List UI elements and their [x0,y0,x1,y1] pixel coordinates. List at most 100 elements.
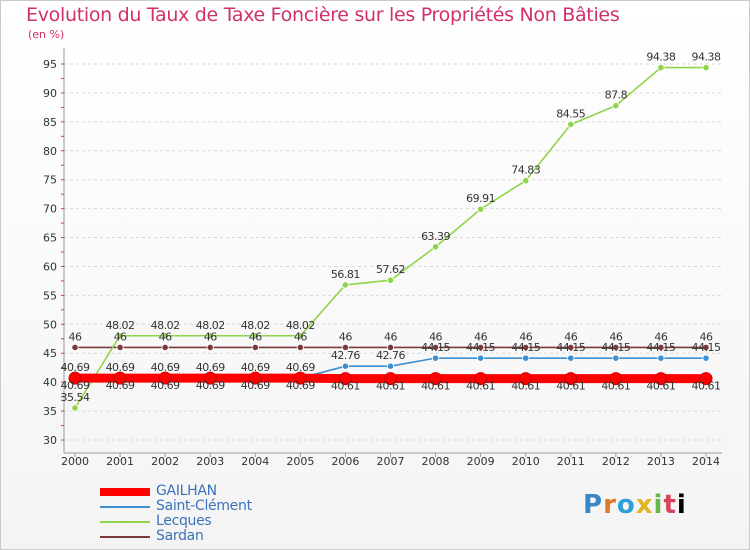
data-point [702,343,710,352]
data-label: 40.61 [692,380,721,393]
data-label: 44.15 [692,341,721,354]
data-label: 40.69 [286,379,315,392]
data-point [386,343,395,352]
y-tick-label: 45 [43,347,57,360]
data-point [477,354,485,362]
data-label: 94.38 [692,51,721,64]
data-label: 94.38 [646,51,675,64]
data-point [609,372,623,386]
data-point [341,281,350,289]
data-label: 42.76 [331,349,360,362]
data-label: 63.39 [421,230,450,243]
data-label: 46 [384,330,397,343]
data-point [522,354,530,362]
data-point [203,371,217,385]
data-label: 40.61 [376,380,405,393]
x-tick-label: 2006 [331,455,359,468]
data-label: 46 [564,330,577,343]
data-label: 46 [654,330,667,343]
data-label: 44.15 [421,341,450,354]
data-label: 40.69 [151,361,180,374]
data-label: 44.15 [556,341,585,354]
data-point [654,372,668,386]
data-point [477,205,485,213]
data-point [341,343,350,352]
x-tick-label: 2014 [692,455,720,468]
x-tick-label: 2002 [151,455,179,468]
data-point [477,343,485,352]
data-point [657,354,665,362]
data-label: 46 [114,330,127,343]
legend-swatch-gailhan [100,487,150,496]
data-label: 87.8 [605,89,628,102]
legend-item-lecques: Lecques [100,514,252,529]
data-label: 40.69 [106,361,135,374]
x-tick-label: 2011 [557,455,585,468]
y-tick-label: 55 [43,289,57,302]
data-label: 56.81 [331,268,360,281]
data-label: 46 [700,330,713,343]
data-point [431,354,440,362]
x-tick-label: 2001 [106,455,134,468]
data-label: 44.15 [646,341,675,354]
data-point [702,354,710,362]
data-label: 40.61 [466,380,495,393]
legend-item-saint-clement: Saint-Clément [100,499,252,514]
data-point [116,343,124,352]
legend-label-saint-clement: Saint-Clément [156,498,252,514]
data-label: 46 [69,330,82,343]
x-tick-label: 2007 [377,455,405,468]
data-label: 84.55 [556,107,585,120]
data-label: 46 [519,330,532,343]
data-label: 44.15 [511,341,540,354]
data-label: 48.02 [106,319,135,332]
legend-swatch-saint-clement [100,505,150,508]
data-point [251,332,259,340]
data-point [248,371,262,385]
data-point [431,243,440,251]
data-point [161,332,169,340]
data-label: 42.76 [376,349,405,362]
data-label: 44.15 [601,341,630,354]
data-label: 46 [609,330,622,343]
legend-swatch-sardan [100,535,150,538]
data-point [612,343,620,352]
data-point [341,362,350,370]
y-tick-label: 50 [43,318,57,331]
y-tick-label: 60 [43,260,57,273]
x-tick-label: 2010 [512,455,540,468]
data-label: 46 [429,330,442,343]
y-axis-unit: (en %) [28,28,65,41]
data-point [567,343,575,352]
data-point [158,371,172,385]
data-point [113,371,127,385]
data-label: 40.61 [646,380,675,393]
data-point [657,63,665,72]
data-point [293,371,307,385]
data-point [161,343,169,352]
data-label: 40.61 [421,380,450,393]
data-label: 57.62 [376,263,405,276]
proxiti-logo: Proxiti [583,490,687,520]
data-point [296,332,304,340]
y-tick-label: 85 [43,116,57,129]
data-point [567,120,575,129]
x-tick-label: 2012 [602,455,630,468]
y-tick-label: 90 [43,87,57,100]
data-point [296,343,304,352]
y-tick-label: 75 [43,174,57,187]
x-tick-label: 2008 [422,455,450,468]
chart-title: Evolution du Taux de Taxe Foncière sur l… [26,4,620,26]
data-label: 74.83 [511,164,540,177]
data-point [567,354,575,362]
y-tick-label: 95 [43,58,57,71]
data-label: 40.69 [61,361,90,374]
y-tick-label: 30 [43,434,57,447]
data-label: 46 [159,330,172,343]
data-label: 44.15 [466,341,495,354]
data-point [474,372,488,386]
data-point [702,63,710,72]
data-label: 40.61 [556,380,585,393]
data-label: 40.69 [196,379,225,392]
